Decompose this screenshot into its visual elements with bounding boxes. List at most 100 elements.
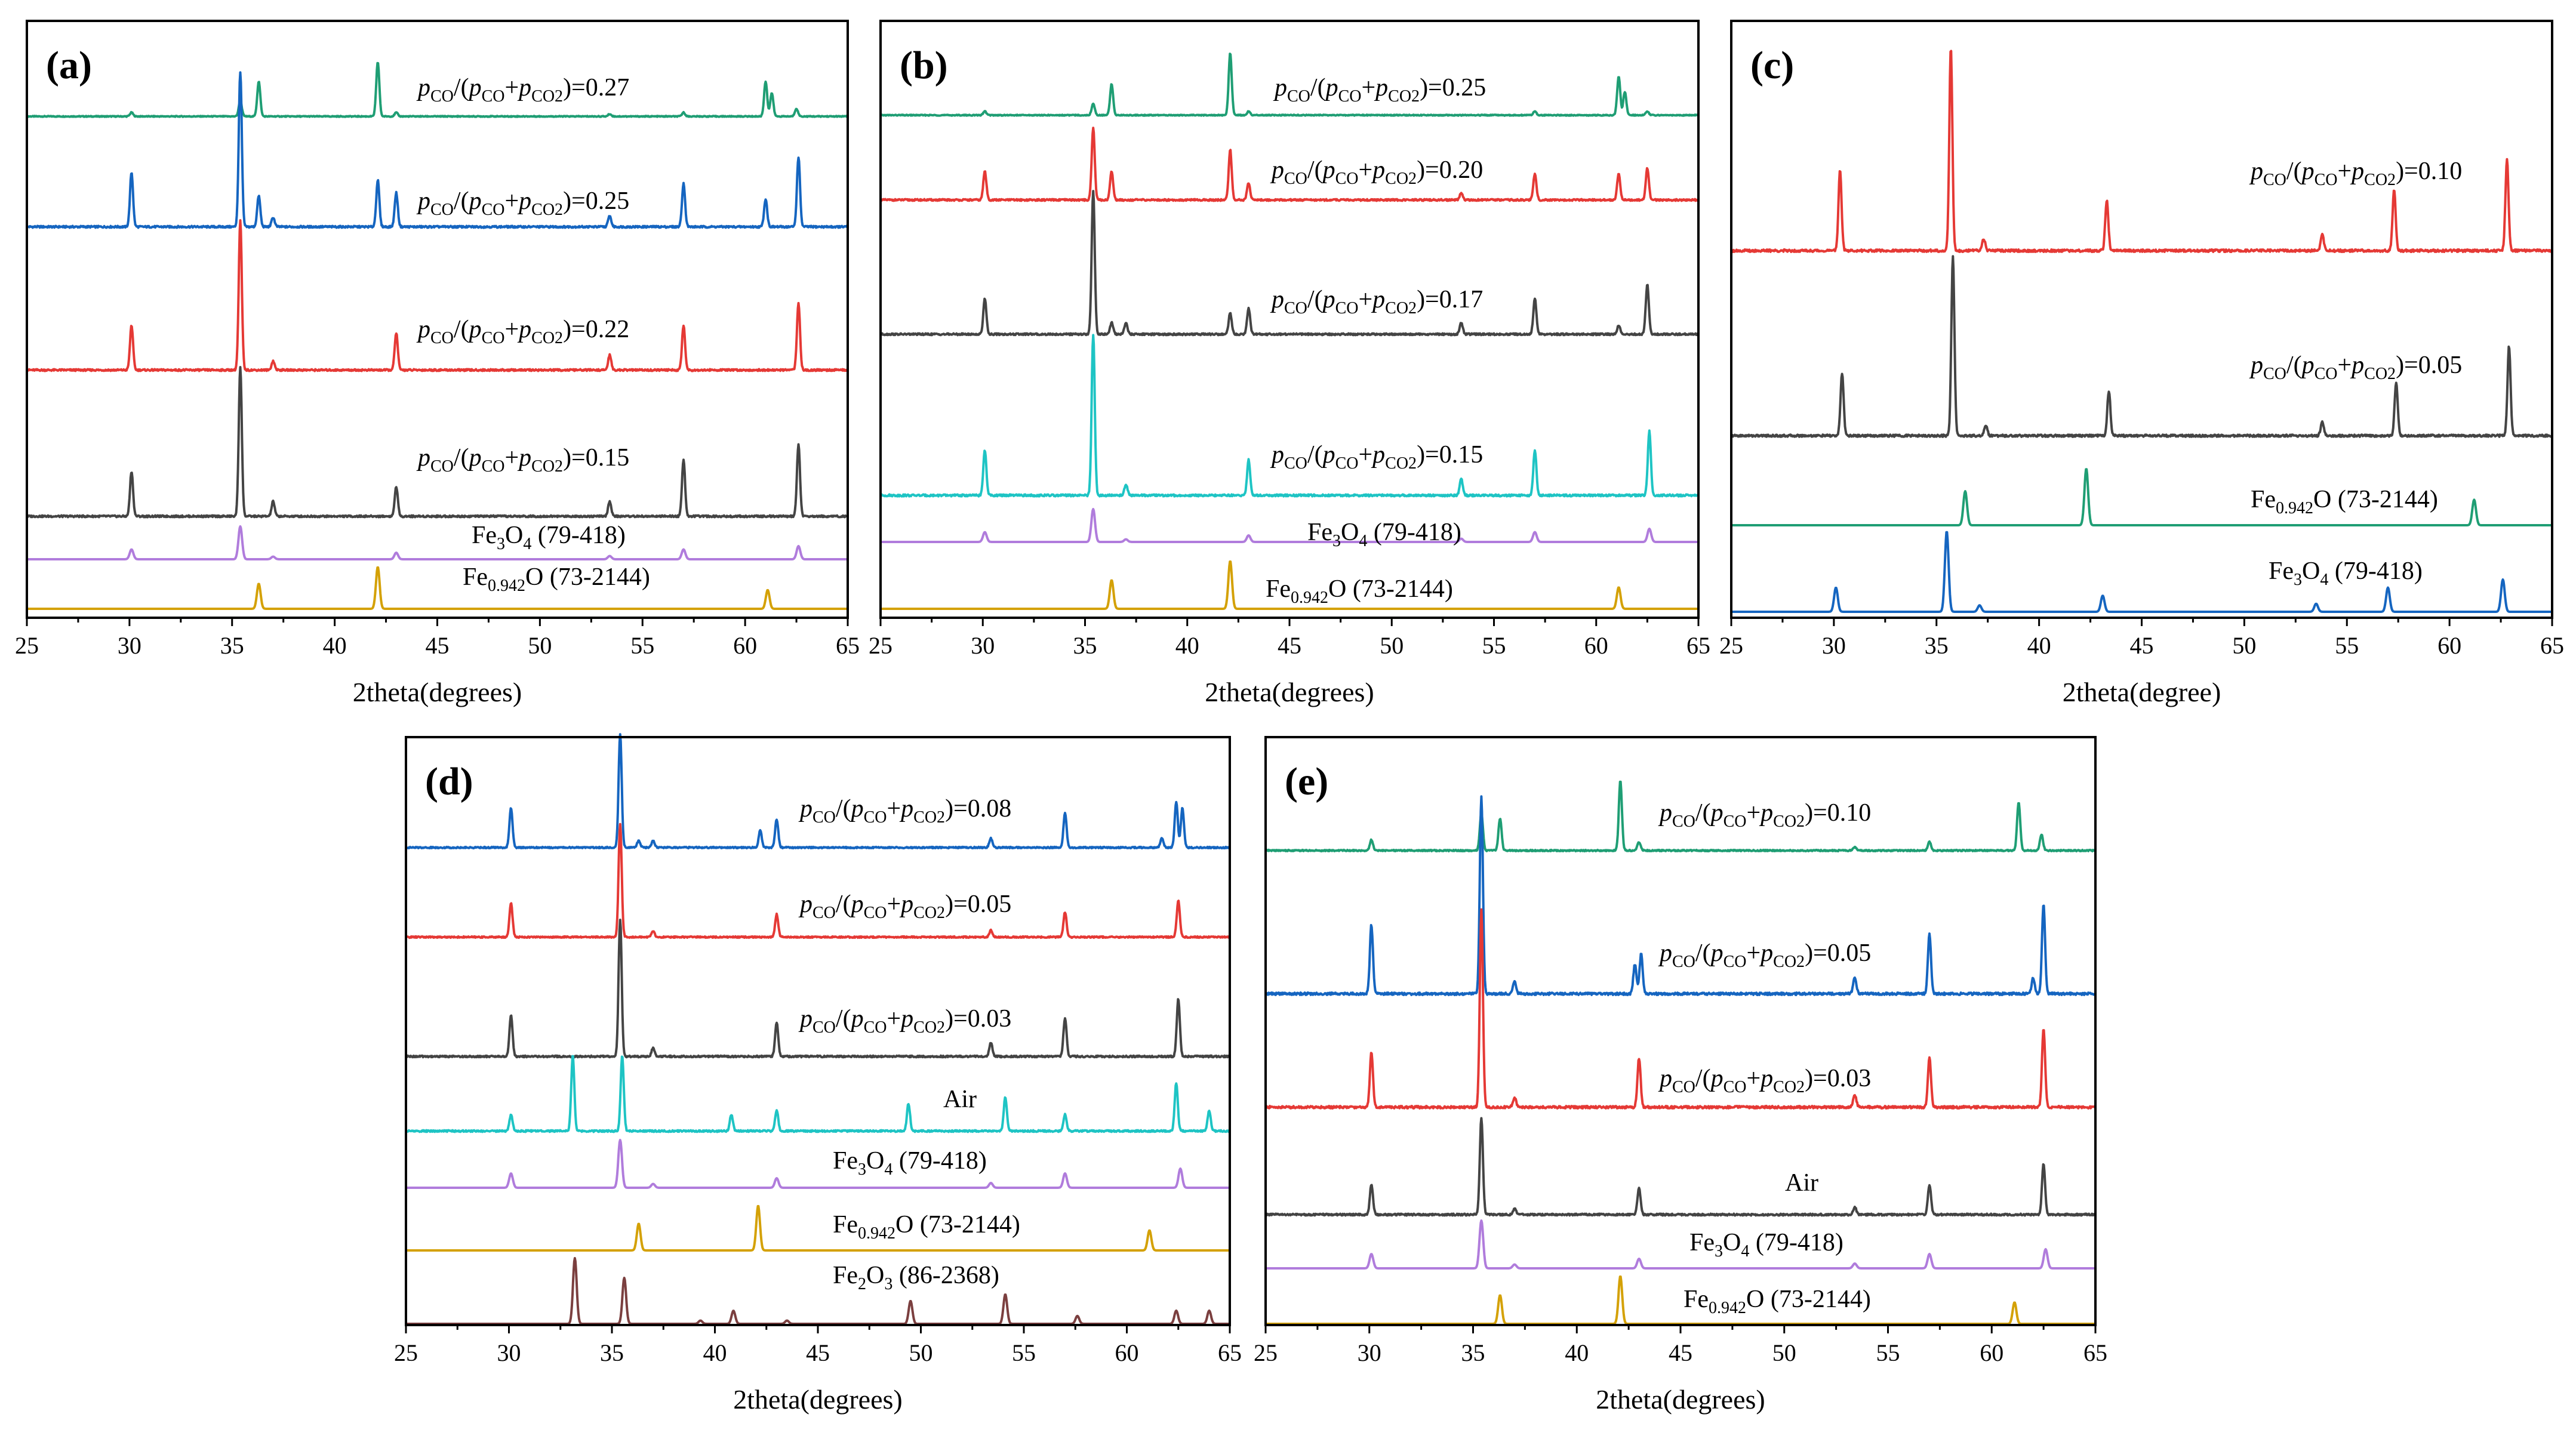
x-tick-label-4-8: 65 [2083, 1339, 2107, 1366]
x-tick-label-0-4: 45 [426, 632, 450, 659]
x-tick-label-0-6: 55 [630, 632, 654, 659]
trace-label-4-2: pCO/(pCO+pCO2)=0.03 [1658, 1065, 1871, 1096]
x-tick-label-3-4: 45 [806, 1339, 830, 1366]
trace-label-0-3: pCO/(pCO+pCO2)=0.15 [416, 444, 629, 476]
panel-0: pCO/(pCO+pCO2)=0.27 pCO/(pCO+pCO2)=0.25 pC… [15, 20, 860, 707]
trace-label-4-0: pCO/(pCO+pCO2)=0.10 [1658, 799, 1871, 831]
trace-1-1 [879, 127, 1700, 202]
x-tick-label-1-4: 45 [1278, 632, 1301, 659]
trace-2-1 [1731, 255, 2553, 438]
x-tick-label-0-3: 40 [323, 632, 347, 659]
panel-frame-2 [1730, 20, 2553, 619]
panel-letter-2: (c) [1750, 44, 1794, 87]
x-tick-label-1-6: 55 [1482, 632, 1506, 659]
x-tick-label-1-2: 35 [1073, 632, 1097, 659]
trace-0-3 [26, 366, 849, 519]
trace-0-4 [26, 525, 848, 560]
trace-label-4-1: pCO/(pCO+pCO2)=0.05 [1658, 939, 1871, 971]
x-tick-label-4-1: 30 [1358, 1339, 1381, 1366]
trace-label-0-1: pCO/(pCO+pCO2)=0.25 [416, 187, 629, 219]
x-tick-label-4-3: 40 [1565, 1339, 1589, 1366]
x-tick-label-0-8: 65 [836, 632, 860, 659]
x-axis-title-4: 2theta(degrees) [1596, 1384, 1765, 1415]
trace-0-2 [26, 219, 849, 372]
trace-label-4-3: Air [1785, 1169, 1818, 1197]
x-axis-title-0: 2theta(degrees) [353, 677, 522, 707]
trace-0-5 [26, 566, 848, 610]
trace-label-3-5: Fe0.942O (73-2144) [833, 1211, 1020, 1243]
trace-2-2 [1731, 468, 2553, 526]
x-tick-label-4-4: 45 [1669, 1339, 1692, 1366]
x-tick-label-2-1: 30 [1822, 632, 1846, 659]
trace-label-4-5: Fe0.942O (73-2144) [1684, 1286, 1871, 1317]
x-tick-label-0-2: 35 [220, 632, 244, 659]
trace-1-2 [879, 190, 1700, 337]
x-tick-label-2-8: 65 [2540, 632, 2564, 659]
x-tick-label-1-0: 25 [869, 632, 892, 659]
trace-label-1-3: pCO/(pCO+pCO2)=0.15 [1270, 441, 1483, 473]
trace-4-0 [1265, 780, 2097, 853]
x-tick-label-2-0: 25 [1719, 632, 1743, 659]
trace-label-0-5: Fe0.942O (73-2144) [463, 563, 650, 595]
x-tick-label-0-0: 25 [15, 632, 39, 659]
trace-1-0 [880, 53, 1699, 117]
trace-label-1-1: pCO/(pCO+pCO2)=0.20 [1270, 156, 1483, 188]
trace-label-2-2: Fe0.942O (73-2144) [2251, 486, 2438, 517]
trace-label-3-6: Fe2O3 (86-2368) [833, 1262, 999, 1293]
x-tick-label-0-1: 30 [118, 632, 141, 659]
x-tick-label-3-0: 25 [394, 1339, 418, 1366]
trace-3-0 [405, 733, 1230, 850]
panel-letter-4: (e) [1285, 760, 1328, 803]
trace-4-4 [1265, 1219, 2096, 1270]
x-axis-title-1: 2theta(degrees) [1205, 677, 1374, 707]
x-tick-label-1-1: 30 [971, 632, 995, 659]
trace-label-3-2: pCO/(pCO+pCO2)=0.03 [798, 1005, 1011, 1037]
trace-label-2-3: Fe3O4 (79-418) [2269, 557, 2423, 589]
trace-label-3-4: Fe3O4 (79-418) [833, 1147, 987, 1179]
trace-label-0-4: Fe3O4 (79-418) [472, 522, 626, 553]
x-tick-label-2-5: 50 [2232, 632, 2256, 659]
trace-label-1-0: pCO/(pCO+pCO2)=0.25 [1273, 74, 1486, 106]
x-tick-label-2-2: 35 [1925, 632, 1949, 659]
trace-label-4-4: Fe3O4 (79-418) [1689, 1229, 1843, 1261]
trace-0-1 [26, 71, 849, 229]
panel-1: pCO/(pCO+pCO2)=0.25 pCO/(pCO+pCO2)=0.20 pC… [869, 20, 1710, 707]
x-tick-label-2-6: 55 [2335, 632, 2359, 659]
trace-4-1 [1265, 795, 2097, 996]
x-tick-label-1-8: 65 [1686, 632, 1710, 659]
x-tick-label-3-1: 30 [497, 1339, 521, 1366]
x-tick-label-3-5: 50 [909, 1339, 933, 1366]
trace-3-5 [405, 1204, 1230, 1252]
trace-1-3 [879, 334, 1699, 498]
x-tick-label-4-6: 55 [1876, 1339, 1900, 1366]
x-tick-label-2-3: 40 [2027, 632, 2051, 659]
panel-2: pCO/(pCO+pCO2)=0.10 pCO/(pCO+pCO2)=0.05 Fe… [1719, 20, 2564, 707]
x-tick-label-4-2: 35 [1461, 1339, 1485, 1366]
x-tick-label-2-7: 60 [2437, 632, 2461, 659]
x-tick-label-3-8: 65 [1218, 1339, 1242, 1366]
trace-3-6 [405, 1257, 1230, 1325]
trace-2-3 [1731, 531, 2553, 613]
trace-label-0-2: pCO/(pCO+pCO2)=0.22 [416, 316, 629, 347]
x-tick-label-4-5: 50 [1772, 1339, 1796, 1366]
x-tick-label-0-7: 60 [733, 632, 757, 659]
x-tick-label-1-7: 60 [1584, 632, 1608, 659]
trace-3-3 [405, 1055, 1231, 1133]
trace-label-2-1: pCO/(pCO+pCO2)=0.05 [2249, 352, 2462, 383]
x-tick-label-3-2: 35 [600, 1339, 624, 1366]
x-tick-label-0-5: 50 [528, 632, 552, 659]
trace-label-1-5: Fe0.942O (73-2144) [1266, 575, 1453, 607]
trace-4-5 [1265, 1275, 2096, 1325]
panel-4: pCO/(pCO+pCO2)=0.10 pCO/(pCO+pCO2)=0.05 pC… [1254, 736, 2107, 1415]
trace-1-4 [880, 508, 1699, 543]
panel-3: pCO/(pCO+pCO2)=0.08 pCO/(pCO+pCO2)=0.05 pC… [394, 733, 1242, 1415]
trace-label-3-0: pCO/(pCO+pCO2)=0.08 [798, 795, 1011, 827]
trace-label-0-0: pCO/(pCO+pCO2)=0.27 [416, 74, 629, 106]
trace-label-1-4: Fe3O4 (79-418) [1307, 519, 1461, 550]
x-axis-title-3: 2theta(degrees) [733, 1384, 903, 1415]
trace-label-1-2: pCO/(pCO+pCO2)=0.17 [1270, 286, 1483, 318]
panel-letter-0: (a) [46, 44, 92, 87]
panel-letter-3: (d) [425, 760, 473, 803]
trace-label-3-3: Air [943, 1086, 977, 1113]
